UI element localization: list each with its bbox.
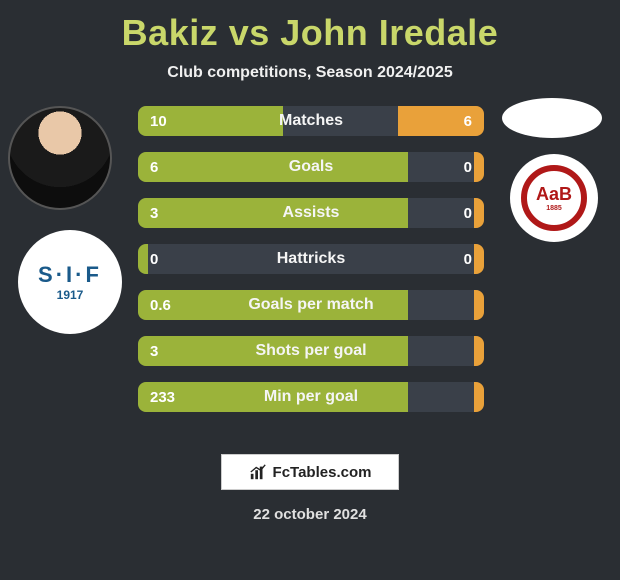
chart-icon [249,463,267,481]
comparison-date: 22 october 2024 [0,506,620,523]
stat-bar-left [138,290,408,320]
stat-bar-right [474,382,484,412]
stat-bar-left [138,244,148,274]
stat-bars: Matches106 Goals60 Assists30 Hattricks00 Goa… [138,106,484,428]
stat-bar-left [138,382,408,412]
stat-bar-center [283,106,397,136]
stat-bar-right [398,106,485,136]
comparison-subtitle: Club competitions, Season 2024/2025 [0,64,620,82]
player-right-avatar [502,98,602,138]
stat-bar-right [474,152,484,182]
stat-bar-center [408,152,474,182]
stat-bar-left [138,106,283,136]
stat-bar-right [474,336,484,366]
stat-row: Goals per match0.6 [138,290,484,320]
stat-row: Hattricks00 [138,244,484,274]
stat-bar-left [138,336,408,366]
stat-bar-center [408,336,474,366]
player-left-club-badge: S·I·F 1917 [18,230,122,334]
player-right-club-badge: AaB 1885 [510,154,598,242]
stat-bar-right [474,244,484,274]
stat-bar-center [408,198,474,228]
stat-bar-right [474,290,484,320]
stat-bar-right [474,198,484,228]
stat-bar-left [138,198,408,228]
stat-bar-left [138,152,408,182]
stat-bar-center [408,290,474,320]
brand-logo: FcTables.com [221,454,399,490]
comparison-panel: S·I·F 1917 AaB 1885 Matches106 Goals60 Ass… [0,106,620,436]
stat-row: Goals60 [138,152,484,182]
stat-bar-center [408,382,474,412]
stat-row: Shots per goal3 [138,336,484,366]
player-left-avatar [8,106,112,210]
club-left-year: 1917 [57,288,84,302]
club-right-year: 1885 [546,205,562,212]
stat-row: Assists30 [138,198,484,228]
brand-text: FcTables.com [273,464,372,481]
stat-row: Matches106 [138,106,484,136]
right-player-column: AaB 1885 [500,106,620,436]
stat-bar-center [148,244,473,274]
left-player-column: S·I·F 1917 [0,106,130,436]
comparison-title: Bakiz vs John Iredale [0,0,620,54]
stat-row: Min per goal233 [138,382,484,412]
club-left-text: S·I·F [38,262,102,288]
club-right-text: AaB [536,184,572,205]
